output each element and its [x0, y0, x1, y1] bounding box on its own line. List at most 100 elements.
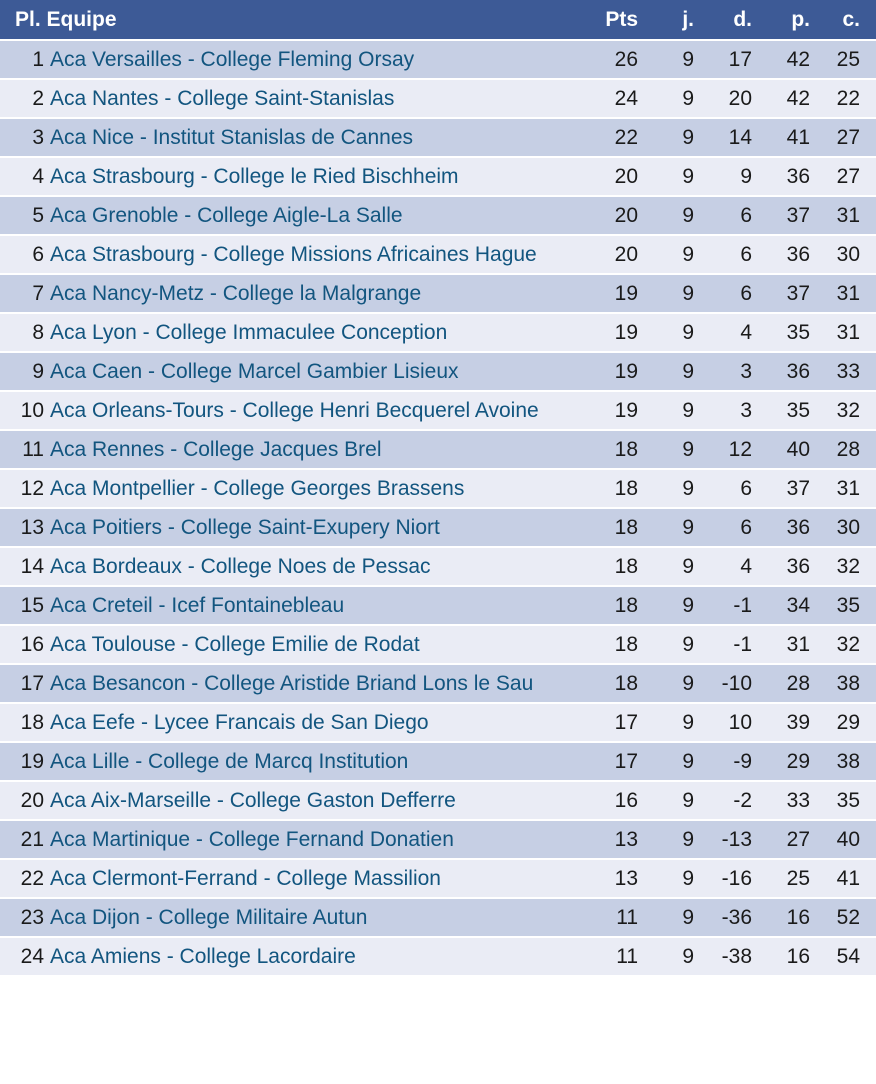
team-link[interactable]: Aca Bordeaux - College Noes de Pessac: [50, 555, 431, 578]
against-cell: 41: [810, 860, 876, 899]
for-cell: 39: [752, 704, 811, 743]
diff-value: 4: [740, 321, 753, 344]
points-value: 18: [614, 594, 639, 617]
rank-value: 7: [32, 282, 44, 305]
for-value: 28: [786, 672, 811, 695]
against-value: 25: [836, 48, 861, 71]
rank-cell: 20: [0, 782, 44, 821]
played-cell: 9: [638, 431, 695, 470]
for-cell: 36: [752, 158, 811, 197]
points-value: 18: [614, 555, 639, 578]
team-link[interactable]: Aca Nantes - College Saint-Stanislas: [50, 87, 395, 110]
points-cell: 18: [564, 509, 639, 548]
team-link[interactable]: Aca Clermont-Ferrand - College Massilion: [50, 867, 441, 890]
team-link[interactable]: Aca Montpellier - College Georges Brasse…: [50, 477, 465, 500]
team-link[interactable]: Aca Strasbourg - College le Ried Bischhe…: [50, 165, 459, 188]
team-cell: Aca Caen - College Marcel Gambier Lisieu…: [44, 353, 565, 392]
against-cell: 32: [810, 548, 876, 587]
team-cell: Aca Aix-Marseille - College Gaston Deffe…: [44, 782, 565, 821]
team-link[interactable]: Aca Toulouse - College Emilie de Rodat: [50, 633, 420, 656]
diff-value: 10: [728, 711, 753, 734]
points-cell: 19: [564, 353, 639, 392]
for-cell: 29: [752, 743, 811, 782]
for-value: 35: [786, 399, 811, 422]
team-link[interactable]: Aca Creteil - Icef Fontainebleau: [50, 594, 345, 617]
played-value: 9: [682, 399, 695, 422]
team-cell: Aca Bordeaux - College Noes de Pessac: [44, 548, 565, 587]
table-row: 13 Aca Poitiers - College Saint-Exupery …: [0, 509, 876, 548]
team-link[interactable]: Aca Eefe - Lycee Francais de San Diego: [50, 711, 429, 734]
team-link[interactable]: Aca Lyon - College Immaculee Conception: [50, 321, 448, 344]
diff-cell: -13: [694, 821, 753, 860]
played-cell: 9: [638, 41, 695, 80]
team-link[interactable]: Aca Orleans-Tours - College Henri Becque…: [50, 399, 539, 422]
for-cell: 27: [752, 821, 811, 860]
team-link[interactable]: Aca Caen - College Marcel Gambier Lisieu…: [50, 360, 459, 383]
points-value: 19: [614, 360, 639, 383]
rank-cell: 7: [0, 275, 44, 314]
for-value: 42: [786, 87, 811, 110]
points-cell: 18: [564, 626, 639, 665]
points-cell: 11: [564, 938, 639, 977]
played-value: 9: [682, 477, 695, 500]
against-cell: 28: [810, 431, 876, 470]
against-value: 30: [836, 516, 861, 539]
table-row: 15 Aca Creteil - Icef Fontainebleau 18 9…: [0, 587, 876, 626]
played-cell: 9: [638, 119, 695, 158]
diff-value: 6: [740, 282, 753, 305]
played-cell: 9: [638, 314, 695, 353]
team-link[interactable]: Aca Besancon - College Aristide Briand L…: [50, 672, 534, 695]
against-cell: 32: [810, 626, 876, 665]
team-link[interactable]: Aca Strasbourg - College Missions Africa…: [50, 243, 537, 266]
team-link[interactable]: Aca Lille - College de Marcq Institution: [50, 750, 409, 773]
team-link[interactable]: Aca Nice - Institut Stanislas de Cannes: [50, 126, 414, 149]
team-link[interactable]: Aca Amiens - College Lacordaire: [50, 945, 356, 968]
diff-value: 12: [728, 438, 753, 461]
team-link[interactable]: Aca Rennes - College Jacques Brel: [50, 438, 382, 461]
team-link[interactable]: Aca Poitiers - College Saint-Exupery Nio…: [50, 516, 440, 539]
team-cell: Aca Dijon - College Militaire Autun: [44, 899, 565, 938]
diff-cell: 6: [694, 470, 753, 509]
team-link[interactable]: Aca Grenoble - College Aigle-La Salle: [50, 204, 403, 227]
rank-value: 3: [32, 126, 44, 149]
team-link[interactable]: Aca Martinique - College Fernand Donatie…: [50, 828, 454, 851]
points-cell: 22: [564, 119, 639, 158]
points-cell: 16: [564, 782, 639, 821]
points-cell: 20: [564, 158, 639, 197]
played-value: 9: [682, 87, 695, 110]
rank-cell: 2: [0, 80, 44, 119]
points-value: 20: [614, 165, 639, 188]
points-cell: 18: [564, 548, 639, 587]
for-value: 27: [786, 828, 811, 851]
table-row: 9 Aca Caen - College Marcel Gambier Lisi…: [0, 353, 876, 392]
team-link[interactable]: Aca Dijon - College Militaire Autun: [50, 906, 368, 929]
points-value: 19: [614, 282, 639, 305]
team-link[interactable]: Aca Versailles - College Fleming Orsay: [50, 48, 415, 71]
against-value: 31: [836, 477, 861, 500]
points-cell: 13: [564, 821, 639, 860]
points-cell: 19: [564, 392, 639, 431]
team-cell: Aca Creteil - Icef Fontainebleau: [44, 587, 565, 626]
points-cell: 20: [564, 197, 639, 236]
rank-value: 20: [20, 789, 44, 812]
for-cell: 31: [752, 626, 811, 665]
points-value: 13: [614, 828, 639, 851]
rank-cell: 16: [0, 626, 44, 665]
played-value: 9: [682, 633, 695, 656]
against-cell: 32: [810, 392, 876, 431]
team-link[interactable]: Aca Aix-Marseille - College Gaston Deffe…: [50, 789, 456, 812]
diff-cell: 17: [694, 41, 753, 80]
diff-value: -36: [721, 906, 753, 929]
team-link[interactable]: Aca Nancy-Metz - College la Malgrange: [50, 282, 422, 305]
team-cell: Aca Versailles - College Fleming Orsay: [44, 41, 565, 80]
against-value: 38: [836, 750, 861, 773]
team-cell: Aca Grenoble - College Aigle-La Salle: [44, 197, 565, 236]
for-cell: 37: [752, 197, 811, 236]
table-row: 20 Aca Aix-Marseille - College Gaston De…: [0, 782, 876, 821]
against-value: 32: [836, 555, 861, 578]
points-value: 20: [614, 243, 639, 266]
against-value: 32: [836, 633, 861, 656]
against-value: 40: [836, 828, 861, 851]
diff-cell: 3: [694, 353, 753, 392]
rank-cell: 10: [0, 392, 44, 431]
